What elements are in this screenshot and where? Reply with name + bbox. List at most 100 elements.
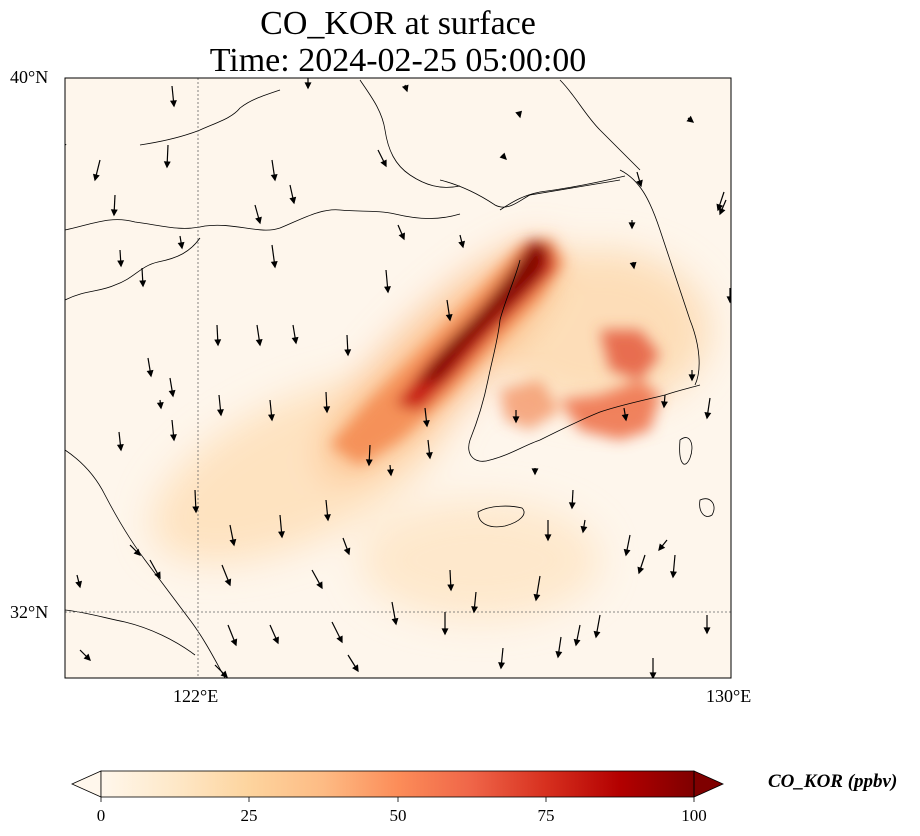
wind-arrowhead-54 (658, 543, 666, 552)
wind-arrowhead-67 (688, 374, 696, 382)
wind-arrow-78 (65, 140, 66, 142)
wind-arrowhead-22 (267, 414, 275, 422)
wind-arrowhead-2 (92, 173, 100, 182)
wind-arrowhead-42 (391, 617, 399, 626)
wind-arrowhead-80 (458, 240, 466, 249)
wind-arrowhead-79 (156, 402, 164, 410)
wind-arrowhead-64 (628, 222, 636, 230)
wind-arrowhead-66 (726, 296, 731, 304)
colorbar-extend-min (71, 770, 102, 798)
wind-arrowhead-68 (661, 401, 668, 409)
wind-arrowhead-56 (573, 638, 581, 647)
wind-arrowhead-30 (365, 459, 373, 467)
wind-arrowhead-24 (116, 444, 124, 452)
wind-arrowhead-47 (533, 593, 541, 602)
wind-arrowhead-75 (75, 580, 83, 589)
map-frame (64, 77, 732, 679)
wind-arrowhead-70 (499, 152, 507, 160)
wind-arrowhead-62 (719, 207, 726, 216)
wind-arrowhead-41 (336, 635, 343, 644)
wind-arrowhead-73 (401, 84, 409, 93)
colorbar-tick-100: 100 (681, 806, 707, 825)
colorbar-tick-0: 0 (97, 806, 106, 825)
wind-arrowhead-10 (255, 216, 262, 225)
wind-arrowhead-6 (177, 241, 185, 250)
wind-arrowhead-18 (445, 313, 453, 322)
wind-arrowhead-1 (163, 161, 171, 169)
coastlines (65, 79, 715, 678)
wind-arrowhead-35 (224, 578, 232, 587)
wind-arrowhead-58 (649, 672, 657, 678)
wind-arrowhead-57 (555, 650, 563, 659)
wind-arrowhead-0 (169, 100, 177, 108)
wind-arrowhead-12 (270, 173, 278, 182)
wind-arrowhead-19 (146, 369, 154, 378)
wind-arrowhead-53 (670, 571, 677, 579)
wind-arrowhead-46 (498, 662, 506, 670)
wind-arrowhead-60 (704, 411, 712, 420)
wind-arrowhead-55 (593, 630, 601, 639)
wind-arrowhead-52 (637, 566, 645, 575)
wind-arrowhead-43 (447, 584, 455, 592)
colorbar-extend-max (693, 770, 724, 798)
map-title-line2: Time: 2024-02-25 05:00:00 (209, 42, 587, 79)
wind-arrowhead-48 (544, 534, 552, 542)
gridlines (65, 78, 731, 678)
lon-tick-122e: 122°E (173, 686, 219, 706)
wind-arrowhead-51 (623, 548, 631, 557)
wind-arrowhead-76 (83, 653, 91, 661)
wind-arrowhead-17 (398, 232, 405, 241)
wind-arrowhead-31 (386, 469, 394, 477)
wind-arrowhead-37 (343, 547, 351, 556)
wind-arrowhead-81 (422, 420, 430, 428)
wind-arrowhead-44 (441, 628, 449, 636)
wind-arrowhead-23 (323, 406, 331, 414)
wind-arrowhead-27 (229, 538, 237, 547)
wind-arrowhead-9 (291, 336, 299, 345)
wind-arrowhead-45 (471, 606, 479, 614)
wind-arrowhead-74 (304, 82, 312, 90)
wind-arrowhead-29 (323, 514, 331, 522)
wind-arrowhead-15 (384, 286, 391, 294)
wind-arrowhead-59 (703, 627, 711, 635)
wind-arrowhead-49 (568, 502, 576, 510)
colorbar-tick-75: 75 (538, 806, 555, 825)
colorbar-tick-50: 50 (390, 806, 407, 825)
wind-arrowhead-21 (216, 409, 224, 417)
map-plot-area (65, 78, 731, 678)
lat-tick-32n: 32°N (10, 602, 49, 622)
wind-arrowhead-7 (214, 339, 222, 347)
wind-arrowhead-83 (531, 468, 539, 476)
wind-arrowhead-16 (380, 159, 387, 168)
wind-arrowhead-50 (580, 525, 588, 534)
wind-arrowhead-32 (425, 452, 433, 460)
colorbar: 0 25 50 75 100 (71, 770, 724, 825)
wind-arrowhead-69 (621, 413, 629, 422)
wind-arrowhead-8 (255, 338, 263, 347)
wind-arrowhead-5 (139, 280, 147, 288)
wind-arrowhead-34 (154, 571, 161, 580)
wind-arrowhead-72 (686, 115, 695, 123)
wind-arrowhead-65 (629, 261, 637, 270)
wind-arrowhead-28 (278, 531, 285, 539)
wind-vectors (65, 78, 731, 678)
wind-arrowhead-11 (289, 196, 297, 205)
wind-arrowhead-33 (133, 548, 141, 556)
wind-arrowhead-77 (220, 670, 228, 678)
colorbar-tick-25: 25 (241, 806, 258, 825)
wind-arrowhead-36 (316, 581, 323, 590)
colorbar-label: CO_KOR (ppbv) (768, 771, 898, 792)
lon-tick-130e: 130°E (706, 686, 752, 706)
lat-tick-40n: 40°N (10, 67, 49, 87)
map-title-line1: CO_KOR at surface (260, 5, 536, 42)
wind-arrowhead-25 (169, 434, 177, 442)
wind-arrowhead-3 (110, 209, 118, 217)
wind-arrowhead-63 (636, 179, 643, 188)
wind-arrowhead-20 (168, 389, 176, 398)
wind-arrowhead-39 (230, 638, 238, 647)
wind-arrowhead-82 (512, 416, 520, 424)
wind-arrowhead-71 (515, 110, 523, 119)
wind-arrowhead-4 (117, 260, 125, 268)
wind-arrowhead-38 (352, 664, 359, 673)
